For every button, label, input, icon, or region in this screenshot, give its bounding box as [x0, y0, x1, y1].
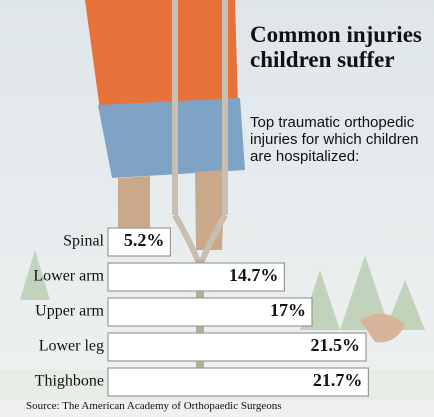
chart-title: Common injuries children suffer	[250, 22, 422, 72]
bar	[107, 367, 369, 397]
value-label: 5.2%	[124, 230, 165, 250]
category-label: Thighbone	[35, 373, 104, 390]
category-label: Upper arm	[35, 303, 104, 320]
category-label: Lower leg	[39, 338, 104, 355]
value-label: 14.7%	[229, 265, 279, 285]
value-label: 21.7%	[313, 370, 363, 390]
bar	[107, 297, 313, 327]
value-label: 21.5%	[311, 335, 361, 355]
child	[85, 0, 405, 343]
bar	[107, 262, 285, 292]
category-label: Spinal	[63, 233, 104, 250]
bar	[107, 332, 367, 362]
bar	[107, 227, 172, 257]
source-note: Source: The American Academy of Orthopae…	[26, 400, 282, 412]
chart-subtitle: Top traumatic orthopedic injuries for wh…	[250, 114, 419, 165]
value-label: 17%	[270, 300, 306, 320]
category-label: Lower arm	[33, 268, 104, 285]
